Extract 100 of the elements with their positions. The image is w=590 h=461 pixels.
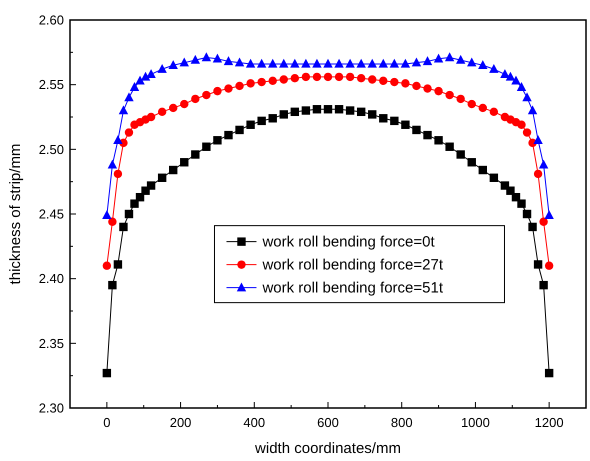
legend-label: work roll bending force=0t [261, 234, 436, 251]
point [323, 58, 333, 68]
point [157, 64, 167, 73]
point [379, 76, 388, 85]
point [168, 60, 178, 69]
point [312, 72, 322, 82]
point [400, 58, 410, 68]
point [235, 126, 244, 134]
point [334, 105, 344, 114]
point [108, 280, 117, 290]
point [539, 218, 548, 226]
point [423, 84, 432, 93]
legend-label: work roll bending force=51t [261, 280, 444, 297]
point [114, 170, 122, 178]
point [516, 82, 526, 91]
point [280, 110, 288, 119]
point [257, 78, 266, 86]
point [522, 128, 532, 137]
point [368, 75, 376, 84]
point [534, 170, 542, 178]
point [135, 76, 145, 84]
point [324, 72, 332, 82]
point [401, 120, 410, 129]
point [412, 57, 422, 66]
point [456, 54, 466, 64]
point [124, 210, 134, 218]
x-tick-label: 1200 [534, 415, 564, 430]
point [290, 58, 300, 68]
point [224, 130, 233, 140]
legend-label: work roll bending force=27t [261, 256, 444, 274]
point [191, 94, 200, 104]
point [118, 105, 128, 114]
point [334, 58, 344, 68]
point [456, 94, 465, 104]
point [234, 57, 244, 66]
point [158, 108, 166, 116]
point [280, 75, 288, 84]
point [256, 58, 266, 68]
point [246, 58, 256, 68]
point [379, 114, 388, 122]
point [445, 142, 454, 151]
point [235, 82, 244, 90]
point [113, 135, 123, 144]
point [246, 120, 255, 129]
point [517, 120, 526, 129]
point [212, 54, 222, 62]
point [246, 79, 255, 88]
point [180, 100, 188, 108]
point [533, 135, 543, 144]
point [478, 60, 488, 69]
point [434, 136, 443, 144]
point [102, 210, 112, 219]
point [302, 106, 310, 115]
point [279, 58, 288, 68]
point [114, 260, 122, 269]
point [468, 100, 476, 108]
x-axis-title: width coordinates/mm [254, 440, 401, 457]
point [423, 130, 432, 140]
point [146, 112, 156, 122]
point [434, 86, 443, 96]
point [522, 210, 532, 218]
point [539, 280, 548, 290]
point [202, 90, 211, 100]
point [506, 186, 515, 195]
point [468, 158, 476, 166]
point [478, 104, 487, 112]
x-tick-label: 0 [103, 415, 110, 430]
point [290, 108, 300, 116]
point [378, 58, 388, 68]
point [146, 181, 156, 190]
point [130, 82, 140, 91]
point [534, 260, 542, 269]
point [146, 69, 156, 78]
point [500, 69, 510, 78]
point [158, 174, 166, 182]
point [268, 58, 278, 68]
point [180, 57, 189, 66]
point [302, 72, 310, 82]
point [522, 92, 532, 102]
point [180, 158, 188, 166]
point [324, 105, 332, 114]
point [445, 90, 454, 100]
point [544, 210, 554, 219]
point [169, 166, 178, 174]
point [544, 368, 554, 378]
y-tick-label: 2.55 [38, 77, 64, 92]
point [124, 128, 134, 137]
point [528, 105, 538, 114]
point [213, 86, 222, 96]
point [169, 104, 178, 112]
y-tick-label: 2.60 [38, 12, 64, 28]
point [346, 72, 354, 82]
y-axis-title: thickness of strip/mm [7, 144, 24, 284]
y-tick-label: 2.35 [38, 336, 64, 351]
point [456, 150, 465, 159]
point [312, 58, 322, 68]
point [490, 108, 498, 116]
point [213, 136, 222, 144]
y-tick-label: 2.30 [38, 400, 64, 416]
point [412, 126, 421, 134]
